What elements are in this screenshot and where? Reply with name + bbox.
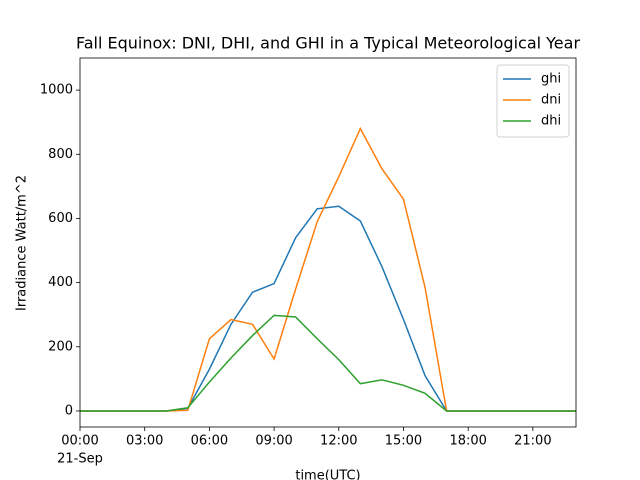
y-tick-label: 200 (48, 339, 73, 354)
x-tick-label: 15:00 (385, 434, 422, 449)
y-tick-label: 800 (48, 147, 73, 162)
x-tick-label: 00:00 (61, 434, 98, 449)
y-tick-label: 1000 (40, 83, 73, 98)
x-tick-label: 09:00 (255, 434, 292, 449)
legend-label: dni (541, 93, 561, 108)
x-tick-label: 18:00 (449, 434, 486, 449)
plot-frame (79, 57, 577, 428)
x-tick-label: 06:00 (191, 434, 228, 449)
y-tick-label: 0 (65, 403, 73, 418)
line-series (80, 314, 576, 412)
x-tick-label: 21:00 (514, 434, 551, 449)
legend-label: dhi (541, 114, 561, 129)
y-axis-label: Irradiance Watt/m^2 (15, 175, 30, 311)
chart-title: Fall Equinox: DNI, DHI, and GHI in a Typ… (76, 34, 580, 53)
legend-label: ghi (541, 72, 561, 87)
x-tick-label: 03:00 (126, 434, 163, 449)
x-tick-label: 12:00 (320, 434, 357, 449)
x-axis-label: time(UTC) (295, 469, 360, 480)
legend-box (496, 64, 570, 138)
y-tick-label: 600 (48, 211, 73, 226)
x-date-label: 21-Sep (57, 452, 103, 467)
y-tick-label: 400 (48, 275, 73, 290)
